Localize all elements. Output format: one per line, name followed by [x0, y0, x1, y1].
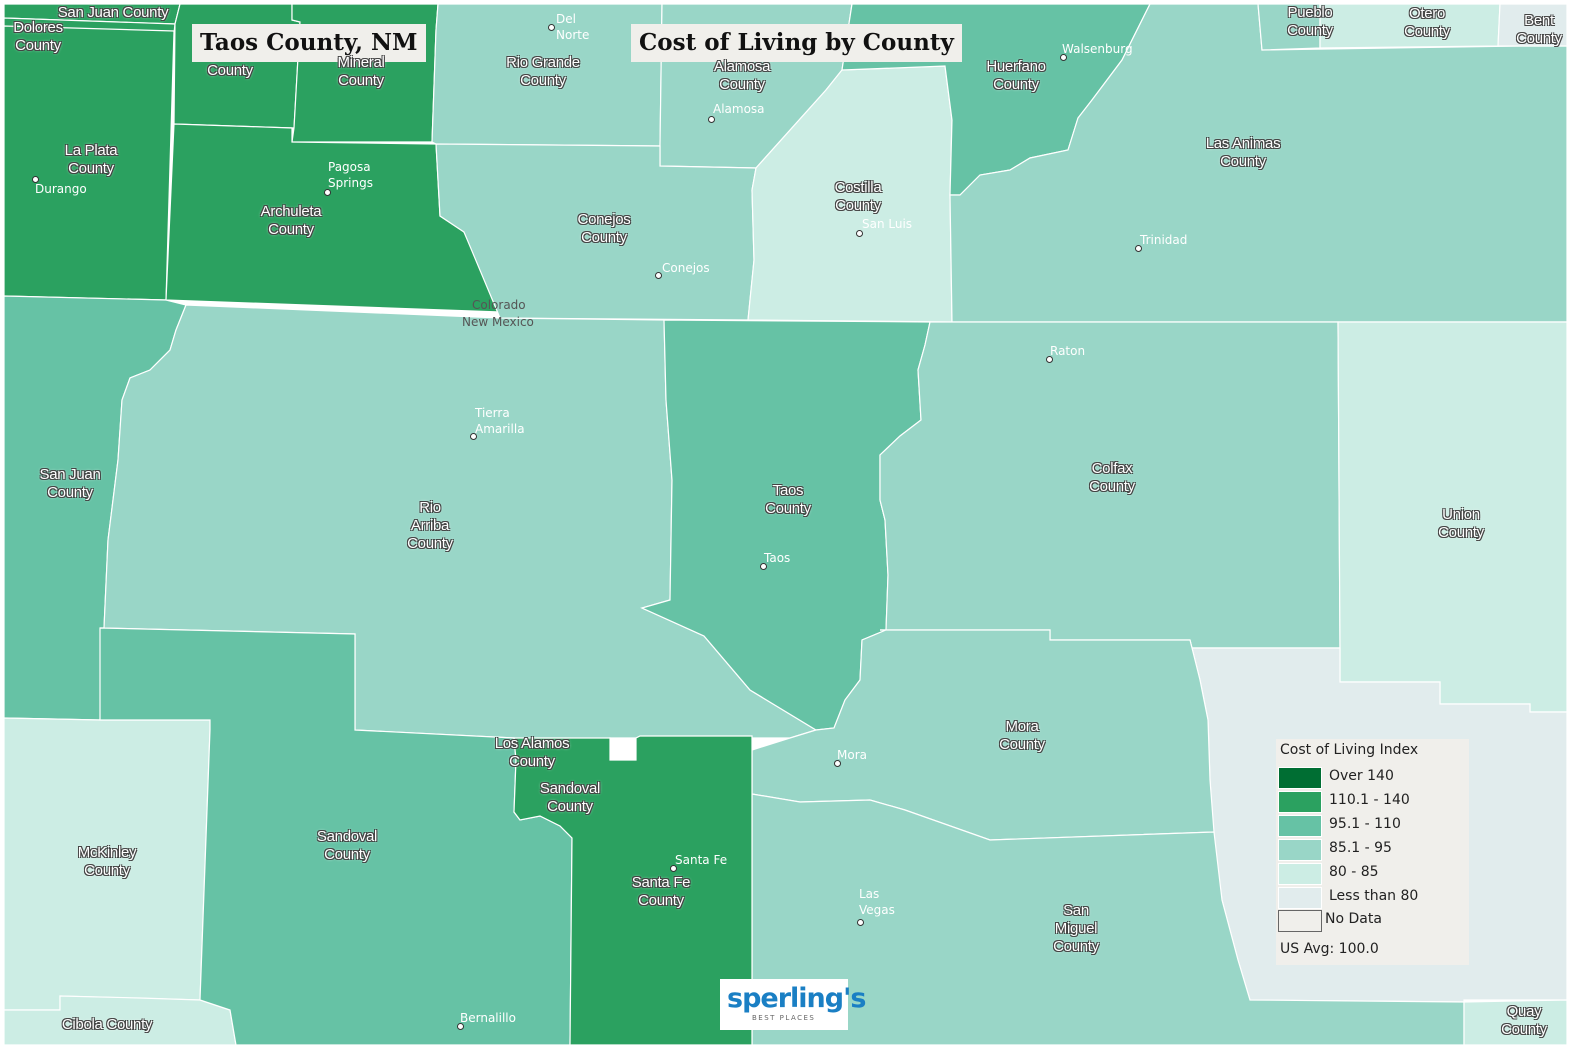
county-label-huerfano: Huerfano County	[986, 58, 1046, 93]
city-dot-bernalillo	[457, 1023, 464, 1030]
city-label-taos: Taos	[764, 551, 791, 565]
city-label-walsenburg: Walsenburg	[1062, 42, 1133, 56]
city-label-raton: Raton	[1050, 344, 1086, 358]
county-quay[interactable]	[1463, 999, 1568, 1046]
legend-swatch	[1278, 863, 1322, 885]
county-label-taos: Taos County	[765, 482, 811, 517]
legend-item-over-140: Over 140	[1278, 767, 1468, 789]
county-label-quay: Quay County	[1501, 1003, 1547, 1038]
legend-us-average: US Avg: 100.0	[1280, 941, 1379, 957]
city-dot-alamosa	[708, 116, 715, 123]
city-label-san-luis: San Luis	[862, 217, 913, 231]
county-label-pueblo: Pueblo County	[1287, 4, 1333, 39]
city-dot-mora	[834, 760, 841, 767]
county-label-union: Union County	[1438, 506, 1484, 541]
city-dot-conejos	[655, 272, 662, 279]
legend: Cost of Living Index Over 140 110.1 - 14…	[1276, 739, 1469, 965]
city-label-tierra-amarilla: Tierra Amarilla	[475, 406, 525, 436]
legend-swatch	[1278, 887, 1322, 909]
city-dot-trinidad	[1135, 245, 1142, 252]
city-dot-san-luis	[856, 230, 863, 237]
city-label-mora: Mora	[837, 748, 867, 762]
city-label-durango: Durango	[35, 182, 87, 196]
legend-swatch	[1278, 910, 1322, 932]
city-label-trinidad: Trinidad	[1140, 233, 1188, 247]
legend-item-95-110: 95.1 - 110	[1278, 815, 1468, 837]
legend-swatch	[1278, 791, 1322, 813]
legend-item-less-80: Less than 80	[1278, 887, 1468, 909]
city-dot-las-vegas	[857, 919, 864, 926]
logo-tagline: BEST PLACES	[752, 1014, 816, 1022]
city-dot-durango	[32, 176, 39, 183]
county-bent[interactable]	[1497, 3, 1568, 47]
county-label-san-juan-co: San Juan County	[57, 4, 169, 21]
county-label-sandoval-east: Sandoval County	[539, 780, 601, 815]
legend-item-85-95: 85.1 - 95	[1278, 839, 1468, 861]
county-label-mckinley: McKinley County	[77, 844, 137, 879]
county-label-san-miguel: San Miguel County	[1053, 902, 1099, 955]
city-label-del-norte: Del Norte	[556, 12, 590, 42]
state-label-colorado: Colorado	[472, 298, 526, 312]
legend-item-110-140: 110.1 - 140	[1278, 791, 1468, 813]
legend-item-80-85: 80 - 85	[1278, 863, 1468, 885]
county-label-colfax: Colfax County	[1089, 460, 1135, 495]
map-title: Cost of Living by County	[631, 24, 962, 62]
legend-title: Cost of Living Index	[1280, 742, 1419, 758]
legend-item-no-data: No Data	[1278, 910, 1468, 932]
county-las-animas[interactable]	[949, 3, 1568, 323]
county-label-mineral: Mineral County	[337, 54, 385, 89]
city-dot-walsenburg	[1060, 54, 1067, 61]
county-label-sandoval: Sandoval County	[316, 828, 378, 863]
city-dot-santa-fe	[670, 865, 677, 872]
county-label-otero: Otero County	[1404, 5, 1450, 40]
county-label-santa-fe: Santa Fe County	[631, 874, 691, 909]
county-label-san-juan-nm: San Juan County	[39, 466, 101, 501]
city-label-las-vegas: Las Vegas	[859, 887, 895, 917]
county-label-archuleta: Archuleta County	[260, 203, 322, 238]
legend-swatch	[1278, 839, 1322, 861]
city-dot-pagosa-springs	[324, 189, 331, 196]
county-los-alamos[interactable]	[513, 735, 753, 1046]
city-dot-taos	[760, 563, 767, 570]
county-label-rio-arriba: Rio Arriba County	[407, 499, 453, 552]
city-dot-del-norte	[548, 24, 555, 31]
county-label-dolores: Dolores County	[13, 19, 63, 54]
county-label-hinsdale: County	[207, 62, 253, 79]
county-label-conejos: Conejos County	[577, 211, 631, 246]
sperlings-logo[interactable]: sperling's BEST PLACES	[720, 979, 866, 1030]
county-label-las-animas: Las Animas County	[1205, 135, 1281, 170]
legend-swatch	[1278, 815, 1322, 837]
county-label-la-plata: La Plata County	[64, 142, 118, 177]
city-label-bernalillo: Bernalillo	[460, 1011, 516, 1025]
city-dot-raton	[1046, 356, 1053, 363]
county-label-los-alamos: Los Alamos County	[494, 735, 570, 770]
county-label-mora: Mora County	[999, 718, 1045, 753]
county-label-alamosa: Alamosa County	[713, 58, 771, 93]
county-label-costilla: Costilla County	[834, 179, 882, 214]
logo-brand: sperling's	[727, 983, 866, 1014]
place-title: Taos County, NM	[192, 24, 426, 62]
legend-swatch	[1278, 767, 1322, 789]
state-label-new-mexico: New Mexico	[462, 315, 534, 329]
county-label-rio-grande: Rio Grande County	[506, 54, 580, 89]
city-dot-tierra-amarilla	[470, 433, 477, 440]
county-label-cibola: Cibola County	[61, 1016, 153, 1033]
city-label-alamosa: Alamosa	[713, 102, 765, 116]
city-label-santa-fe: Santa Fe	[675, 853, 728, 867]
county-label-bent: Bent County	[1516, 12, 1562, 47]
city-label-pagosa-springs: Pagosa Springs	[328, 160, 373, 190]
city-label-conejos: Conejos	[662, 261, 710, 275]
